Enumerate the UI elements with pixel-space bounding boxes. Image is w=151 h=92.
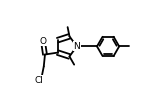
Text: N: N: [73, 42, 80, 51]
Text: O: O: [40, 37, 47, 46]
Text: Cl: Cl: [34, 76, 43, 85]
